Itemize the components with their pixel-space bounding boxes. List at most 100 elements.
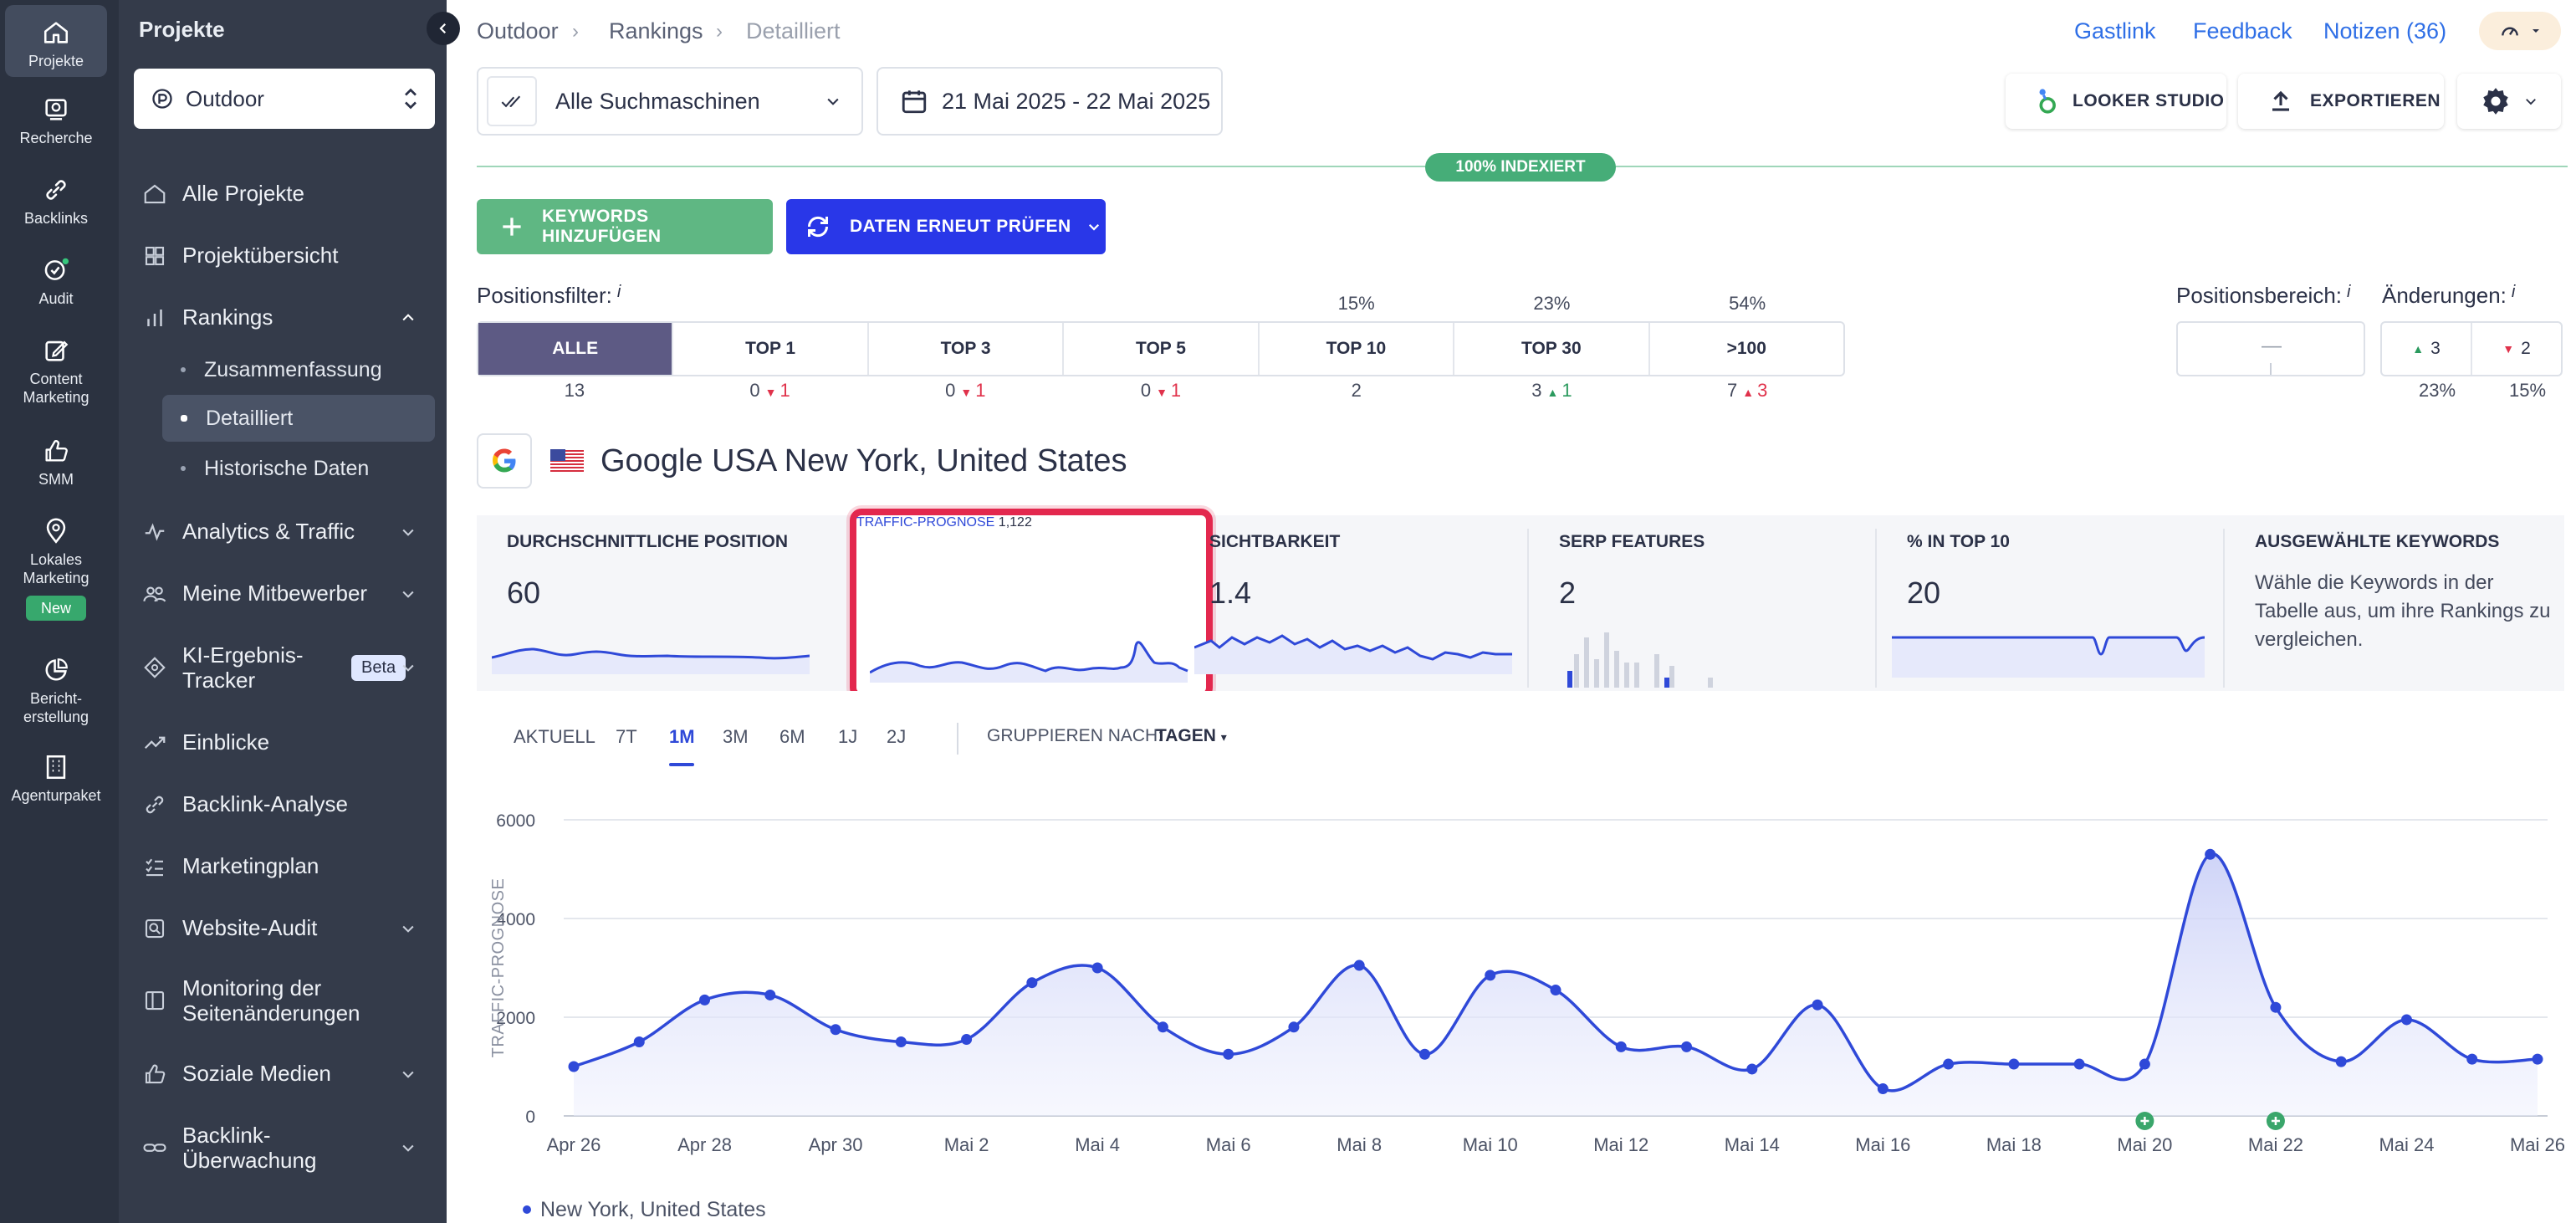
breadcrumb-outdoor[interactable]: Outdoor	[477, 18, 559, 43]
sub-item-zusammenfassung[interactable]: Zusammenfassung	[162, 346, 435, 393]
nav-website-audit[interactable]: Website-Audit	[142, 915, 427, 941]
nav-backlink-ueberwachung[interactable]: Backlink-Überwachung	[142, 1123, 427, 1173]
filter-top5[interactable]: TOP 5	[1064, 323, 1260, 375]
metric-serp-features[interactable]: SERP FEATURES 2	[1529, 515, 1875, 691]
nav-soziale-medien[interactable]: Soziale Medien	[142, 1061, 427, 1087]
rail-item-lokales-marketing[interactable]: Lokales Marketing New	[5, 517, 107, 621]
sub-item-detailliert[interactable]: Detailliert	[162, 395, 435, 442]
filter-alle[interactable]: ALLE	[478, 323, 674, 375]
data-point	[1223, 1048, 1234, 1060]
changes-filter: ▲ 3 ▼ 2	[2380, 321, 2563, 376]
delta-up-icon: ▲	[1742, 386, 1755, 399]
speed-menu-button[interactable]	[2479, 12, 2561, 50]
filter-percent: 15%	[1337, 293, 1375, 314]
nav-einblicke[interactable]: Einblicke	[142, 729, 427, 755]
nav-rankings[interactable]: Rankings	[142, 304, 427, 330]
rail-item-recherche[interactable]: Recherche	[5, 95, 107, 147]
arrow-down-icon: ▼	[2502, 342, 2515, 356]
info-icon[interactable]: i	[616, 283, 621, 301]
x-tick-label: Apr 28	[677, 1134, 732, 1155]
multi-select-check	[487, 76, 537, 126]
pulse-icon	[145, 522, 165, 541]
position-filter: ALLE TOP 1 TOP 3 TOP 5 TOP 10 TOP 30 >10…	[477, 321, 1845, 376]
notes-link[interactable]: Notizen (36)	[2323, 18, 2447, 43]
changes-down-button[interactable]: ▼ 2	[2472, 323, 2561, 375]
nav-alle-projekte[interactable]: Alle Projekte	[142, 181, 427, 207]
x-tick-label: Mai 14	[1725, 1134, 1780, 1155]
filter-count-value: 13	[564, 380, 585, 401]
gastlink-link[interactable]: Gastlink	[2074, 18, 2156, 43]
nav-meine-mitbewerber[interactable]: Meine Mitbewerber	[142, 581, 427, 606]
tab-2j[interactable]: 2J	[887, 726, 907, 747]
info-icon[interactable]: i	[2511, 283, 2516, 301]
export-button[interactable]: EXPORTIEREN	[2238, 74, 2444, 129]
tab-7t[interactable]: 7T	[616, 726, 637, 747]
add-keywords-button[interactable]: KEYWORDS HINZUFÜGEN	[477, 199, 773, 254]
nav-marketingplan[interactable]: Marketingplan	[142, 853, 427, 879]
nav-backlink-analyse[interactable]: Backlink-Analyse	[142, 791, 427, 817]
breadcrumb-rankings[interactable]: Rankings	[609, 18, 703, 43]
tab-1m[interactable]: 1M	[669, 726, 695, 747]
data-point	[1288, 1021, 1300, 1033]
data-point	[2139, 1058, 2150, 1070]
nav-ki-ergebnis-tracker[interactable]: KI-Ergebnis-Tracker Beta	[142, 642, 427, 693]
filter-delta-value: 1	[975, 380, 986, 401]
nav-projektuebersicht[interactable]: Projektübersicht	[142, 243, 427, 269]
data-point	[1550, 985, 1561, 996]
filter-over100[interactable]: >100	[1726, 339, 1766, 358]
bar-chart-icon	[147, 309, 162, 326]
filter-top1[interactable]: TOP 1	[673, 323, 869, 375]
looker-studio-button[interactable]: LOOKER STUDIO	[2006, 74, 2226, 129]
metric-traffic-prognose[interactable]: TRAFFIC-PROGNOSE 1,122	[850, 509, 1213, 699]
metric-sichtbarkeit[interactable]: SICHTBARKEIT 1.4	[1179, 515, 1527, 691]
nav-monitoring-seitenaenderungen[interactable]: Monitoring der Seitenänderungen	[142, 975, 427, 1026]
filter-top10[interactable]: TOP 10	[1260, 323, 1455, 375]
project-selector[interactable]: Outdoor	[134, 69, 435, 129]
info-icon[interactable]: i	[2347, 283, 2351, 301]
rail-item-projekte[interactable]: Projekte	[5, 5, 107, 77]
tab-6m[interactable]: 6M	[779, 726, 805, 747]
metric-avg-position[interactable]: DURCHSCHNITTLICHE POSITION 60	[477, 515, 821, 691]
data-point	[2008, 1058, 2020, 1070]
search-engine-select[interactable]: Alle Suchmaschinen	[477, 67, 863, 136]
chart-panel: AKTUELL 7T 1M 3M 6M 1J 2J GRUPPIEREN NAC…	[477, 691, 2564, 1223]
book-icon	[145, 990, 165, 1011]
x-tick-label: Mai 8	[1337, 1134, 1382, 1155]
date-range-picker[interactable]: 21 Mai 2025 - 22 Mai 2025	[877, 67, 1223, 136]
recheck-label: DATEN ERNEUT PRÜFEN	[850, 217, 1071, 236]
metric-title: AUSGEWÄHLTE KEYWORDS	[2255, 532, 2500, 551]
rail-label: Content Marketing	[23, 371, 89, 406]
serp-features-bars	[1567, 632, 1713, 688]
settings-menu-button[interactable]	[2457, 74, 2561, 129]
feedback-link[interactable]: Feedback	[2193, 18, 2292, 43]
position-range-slider[interactable]: —	[2176, 321, 2365, 376]
filter-top3[interactable]: TOP 3	[869, 323, 1065, 375]
recheck-data-button[interactable]: DATEN ERNEUT PRÜFEN	[786, 199, 1106, 254]
sub-item-historische-daten[interactable]: Historische Daten	[162, 445, 435, 492]
metric-pct-top10[interactable]: % IN TOP 10 20	[1877, 515, 2223, 691]
changes-up-button[interactable]: ▲ 3	[2382, 323, 2472, 375]
rail-item-backlinks[interactable]: Backlinks	[5, 176, 107, 228]
rail-item-content-marketing[interactable]: Content Marketing	[5, 336, 107, 407]
nav-analytics-traffic[interactable]: Analytics & Traffic	[142, 519, 427, 545]
x-tick-label: Mai 12	[1593, 1134, 1648, 1155]
tab-1j[interactable]: 1J	[838, 726, 858, 747]
filter-delta-value: 1	[1170, 380, 1182, 401]
rail-item-agenturpaket[interactable]: Agenturpaket	[5, 753, 107, 805]
x-tick-label: Apr 30	[809, 1134, 863, 1155]
nav-label: Marketingplan	[182, 853, 319, 878]
add-keywords-label: KEYWORDS HINZUFÜGEN	[541, 207, 662, 246]
filter-top30[interactable]: TOP 30	[1454, 323, 1650, 375]
y-axis-label: TRAFFIC-PROGNOSE	[489, 878, 508, 1058]
thumbs-up-icon	[45, 440, 68, 462]
rail-item-audit[interactable]: Audit	[5, 256, 107, 308]
group-by-select[interactable]: TAGEN ▾	[1156, 726, 1227, 746]
filter-count-value: 0	[945, 380, 956, 401]
rail-item-smm[interactable]: SMM	[5, 437, 107, 489]
collapse-sidebar-button[interactable]	[427, 12, 460, 45]
filter-count: 2	[1259, 380, 1454, 402]
tab-3m[interactable]: 3M	[723, 726, 749, 747]
filter-percent: 54%	[1729, 293, 1766, 314]
rail-item-berichterstellung[interactable]: Bericht-erstellung	[5, 656, 107, 726]
tab-aktuell[interactable]: AKTUELL	[514, 726, 595, 747]
